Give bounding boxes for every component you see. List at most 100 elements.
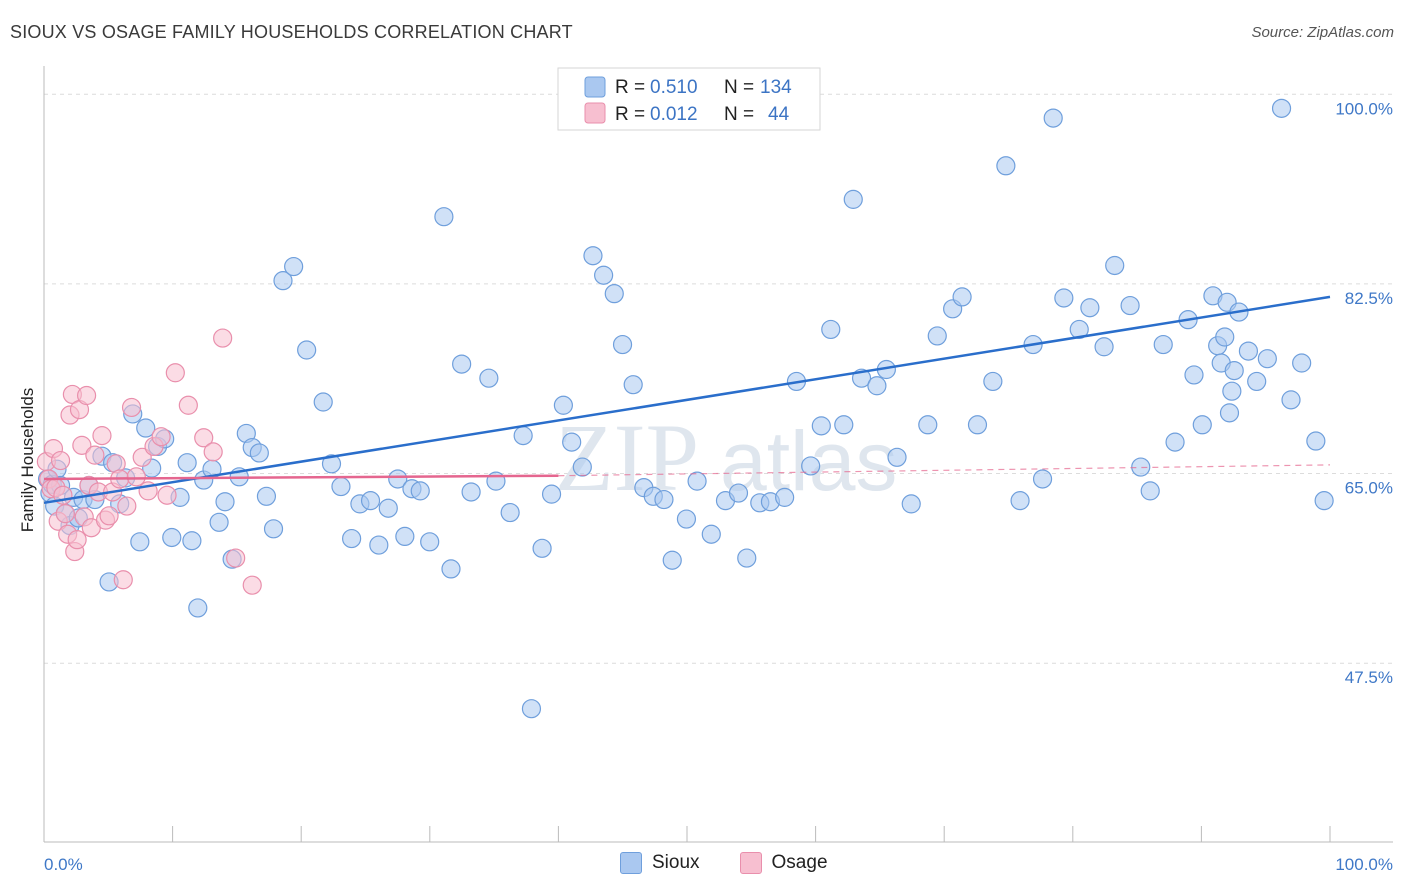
sioux-point-128 — [1219, 403, 1240, 423]
sioux-point-83 — [728, 483, 749, 503]
legend-r-label-osage: R = — [615, 104, 645, 125]
sioux-point-111 — [1069, 319, 1089, 340]
legend-r-sioux: 0.510 — [650, 77, 698, 98]
sioux-point-108 — [1032, 469, 1053, 489]
sioux-point-119 — [1165, 432, 1185, 452]
sioux-point-104 — [983, 371, 1003, 392]
osage-point-30 — [121, 397, 142, 418]
osage-point-28 — [113, 570, 133, 590]
sioux-point-32 — [215, 492, 235, 512]
sioux-point-117 — [1140, 481, 1160, 501]
osage-point-20 — [85, 445, 105, 465]
sioux-point-122 — [1192, 415, 1212, 435]
sioux-point-84 — [737, 548, 757, 568]
sioux-point-78 — [662, 550, 682, 570]
legend-n-label-sioux: N = — [724, 77, 754, 98]
sioux-point-95 — [867, 376, 887, 396]
sioux-point-49 — [369, 535, 389, 555]
osage-point-6 — [50, 450, 71, 471]
osage-trend-extension — [558, 464, 1331, 477]
sioux-point-113 — [1094, 337, 1114, 357]
osage-point-29 — [117, 496, 137, 516]
sioux-point-46 — [342, 528, 362, 549]
bottom-swatch-osage — [739, 852, 762, 874]
y-tick-label-0: 100.0% — [1335, 99, 1393, 118]
sioux-point-20 — [136, 418, 156, 438]
legend-r-osage: 0.012 — [650, 104, 698, 125]
sioux-point-80 — [687, 471, 707, 491]
osage-point-35 — [151, 427, 171, 447]
sioux-point-73 — [612, 334, 633, 355]
sioux-point-60 — [479, 368, 499, 388]
trend-lines — [43, 295, 1331, 505]
sioux-point-52 — [395, 526, 415, 547]
sioux-point-92 — [834, 415, 854, 435]
sioux-point-89 — [801, 456, 821, 476]
osage-point-8 — [55, 504, 75, 524]
sioux-point-114 — [1105, 255, 1125, 276]
sioux-point-64 — [521, 699, 542, 719]
sioux-point-110 — [1054, 288, 1074, 308]
watermark-zip: ZIP — [555, 404, 699, 511]
sioux-point-81 — [701, 524, 721, 544]
sioux-point-72 — [604, 284, 624, 304]
sioux-point-138 — [1306, 431, 1326, 451]
sioux-point-63 — [513, 426, 533, 446]
sioux-point-42 — [297, 340, 317, 360]
osage-point-17 — [76, 385, 97, 406]
sioux-point-102 — [952, 287, 972, 307]
sioux-point-70 — [583, 246, 603, 266]
sioux-point-139 — [1314, 491, 1334, 511]
sioux-point-132 — [1238, 341, 1259, 361]
sioux-point-67 — [553, 395, 573, 415]
osage-point-42 — [226, 548, 246, 568]
sioux-point-98 — [901, 494, 921, 514]
sioux-point-56 — [434, 207, 454, 227]
osage-point-24 — [99, 506, 119, 526]
sioux-point-45 — [331, 476, 351, 497]
legend-swatch-sioux — [584, 76, 606, 98]
bottom-legend: Sioux Osage — [620, 852, 828, 874]
sioux-point-26 — [177, 453, 197, 473]
sioux-point-38 — [256, 486, 277, 506]
sioux-point-71 — [594, 265, 614, 285]
sioux-point-40 — [273, 271, 293, 291]
sioux-point-121 — [1184, 365, 1204, 385]
osage-point-41 — [213, 328, 233, 348]
sioux-point-97 — [887, 447, 907, 467]
osage-point-43 — [242, 575, 262, 595]
sioux-point-77 — [654, 489, 674, 510]
bottom-legend-sioux: Sioux — [620, 852, 700, 874]
sioux-point-90 — [811, 416, 831, 436]
legend-swatch-osage — [584, 102, 606, 124]
sioux-point-115 — [1120, 295, 1140, 316]
sioux-point-74 — [623, 375, 643, 395]
sioux-point-136 — [1281, 390, 1301, 410]
sioux-trend-line — [43, 295, 1331, 505]
bottom-legend-label-sioux: Sioux — [652, 852, 700, 873]
bottom-legend-osage: Osage — [739, 852, 828, 874]
osage-point-32 — [132, 447, 152, 467]
y-tick-label-2: 65.0% — [1345, 479, 1393, 498]
osage-point-39 — [194, 428, 214, 448]
legend-n-label-osage: N = — [724, 104, 754, 125]
osage-point-36 — [157, 485, 177, 505]
sioux-point-19 — [130, 532, 150, 552]
y-tick-label-1: 82.5% — [1345, 289, 1393, 308]
bottom-swatch-sioux — [620, 852, 642, 874]
sioux-point-106 — [1010, 491, 1030, 511]
sioux-point-134 — [1257, 349, 1277, 369]
sioux-point-109 — [1043, 108, 1063, 128]
sioux-point-129 — [1222, 381, 1242, 401]
sioux-point-24 — [162, 527, 182, 548]
chart-title: SIOUX VS OSAGE FAMILY HOUSEHOLDS CORRELA… — [10, 22, 573, 42]
sioux-point-118 — [1153, 334, 1173, 355]
legend-box: R = 0.510 N = 134 R = 0.012 N = 44 — [557, 67, 821, 131]
osage-point-22 — [92, 426, 112, 446]
sioux-point-133 — [1247, 371, 1267, 392]
sioux-point-130 — [1224, 360, 1244, 381]
sioux-point-137 — [1292, 353, 1312, 373]
x-tick-left: 0.0% — [44, 855, 83, 874]
legend-n-osage: 44 — [768, 104, 790, 125]
osage-trend-line — [43, 474, 559, 481]
